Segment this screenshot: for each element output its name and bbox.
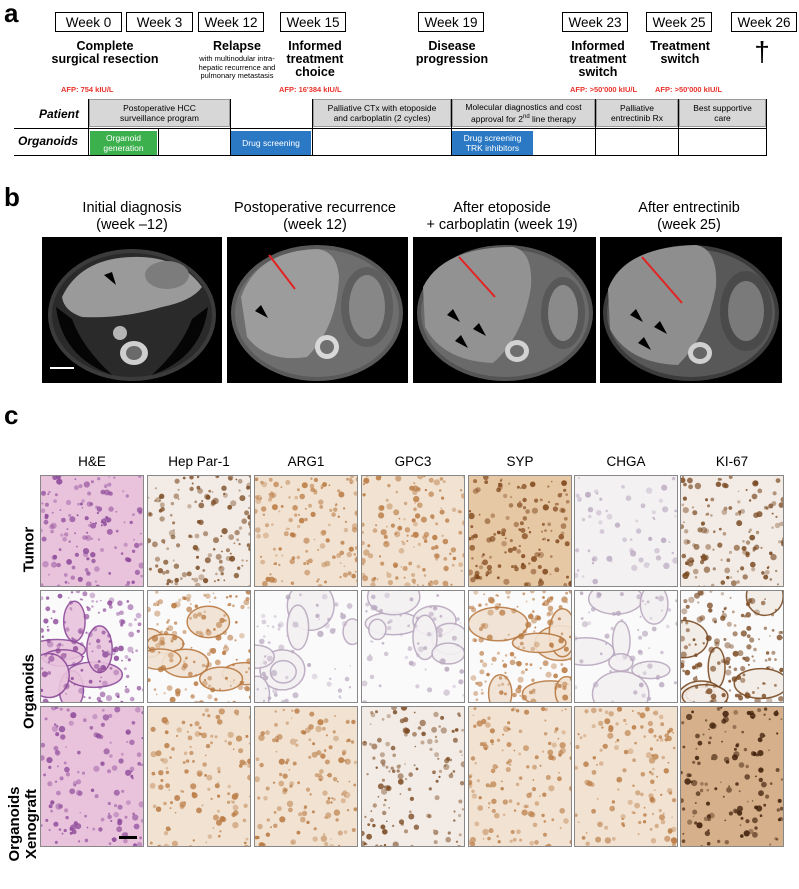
ihc-row-label-xenograft: Organoids Xenograft <box>6 759 40 889</box>
ct-title-etoposide-text: After etoposide + carboplatin (week 19) <box>426 200 577 233</box>
event-treatment-switch-text: Treatment switch <box>650 39 710 66</box>
week-box-2: Week 12 <box>198 12 264 32</box>
patient-box-molecular: Molecular diagnostics and cost approval … <box>452 99 595 127</box>
ihc-tile-gpc3-row0 <box>361 475 465 587</box>
patient-box-surveillance-text: Postoperative HCC surveillance program <box>120 103 199 123</box>
ct-title-initial-text: Initial diagnosis (week –12) <box>82 200 181 233</box>
ct-scan-initial <box>42 237 222 383</box>
event-treatment-switch-informed: Informed treatment switch <box>562 40 634 79</box>
afp-week25: AFP: >50'000 kIU/L <box>655 85 722 94</box>
event-treatment-switch: Treatment switch <box>644 40 716 66</box>
timeline-tick-w26 <box>766 99 767 156</box>
organoid-box-generation-text: Organoid generation <box>103 133 143 153</box>
organoid-box-screening-text: Drug screening <box>242 138 300 148</box>
ct-title-initial: Initial diagnosis (week –12) <box>42 200 222 234</box>
panel-b-letter: b <box>4 184 20 210</box>
patient-box-chemo: Palliative CTx with etoposide and carbop… <box>313 99 451 127</box>
afp-week0: AFP: 754 kIU/L <box>61 85 114 94</box>
patient-box-chemo-text: Palliative CTx with etoposide and carbop… <box>328 103 437 123</box>
death-cross: † <box>744 38 780 66</box>
ihc-row-label-xenograft-text: Organoids Xenograft <box>6 787 40 862</box>
ihc-tile-h-e-row1 <box>40 590 144 703</box>
ihc-tile-h-e-row0 <box>40 475 144 587</box>
afp-week15: AFP: 16'384 kIU/L <box>279 85 342 94</box>
ihc-column-header-1: Hep Par-1 <box>147 454 251 470</box>
patient-box-entrectinib: Palliative entrectinib Rx <box>596 99 678 127</box>
event-progression: Disease progression <box>412 40 492 66</box>
row-label-organoids: Organoids <box>18 134 78 148</box>
organoid-box-trk-text: Drug screening TRK inhibitors <box>464 133 522 153</box>
week-box-6: Week 25 <box>646 12 712 32</box>
ihc-tile-chga-row1 <box>574 590 678 703</box>
ct-title-entrectinib-text: After entrectinib (week 25) <box>638 200 740 233</box>
timeline-divider <box>14 128 766 129</box>
ihc-row-label-tumor: Tumor <box>21 505 38 595</box>
timeline-bottom <box>14 155 766 156</box>
ihc-column-header-3: GPC3 <box>361 454 465 470</box>
ihc-tile-h-e-row2 <box>40 706 144 847</box>
ihc-tile-gpc3-row2 <box>361 706 465 847</box>
week-box-3: Week 15 <box>280 12 346 32</box>
organoid-box-screening: Drug screening <box>231 131 311 155</box>
ihc-row-label-tumor-text: Tumor <box>21 527 38 573</box>
timeline-tick-w3 <box>158 129 159 156</box>
ihc-column-header-0: H&E <box>40 454 144 470</box>
ihc-column-header-6: KI-67 <box>680 454 784 470</box>
patient-box-supportive-text: Best supportive care <box>693 103 752 123</box>
ihc-tile-ki-67-row1 <box>680 590 784 703</box>
patient-box-supportive: Best supportive care <box>679 99 766 127</box>
ihc-tile-hep-par-1-row2 <box>147 706 251 847</box>
event-resection-text: Complete surgical resection <box>52 39 159 66</box>
ihc-tile-syp-row2 <box>468 706 572 847</box>
ihc-row-label-organoids-text: Organoids <box>21 654 38 729</box>
ihc-column-header-2: ARG1 <box>254 454 358 470</box>
ihc-tile-gpc3-row1 <box>361 590 465 703</box>
event-resection: Complete surgical resection <box>50 40 160 66</box>
ct-scan-recurrence <box>227 237 408 383</box>
death-cross-glyph: † <box>754 36 770 67</box>
ct-scan-etoposide <box>413 237 596 383</box>
ihc-tile-ki-67-row0 <box>680 475 784 587</box>
organoid-box-generation: Organoid generation <box>90 131 157 155</box>
patient-box-surveillance: Postoperative HCC surveillance program <box>89 99 230 127</box>
panel-a-letter: a <box>4 0 18 26</box>
event-relapse-text: Relapse <box>213 39 261 53</box>
ihc-tile-arg1-row2 <box>254 706 358 847</box>
ihc-tile-hep-par-1-row1 <box>147 590 251 703</box>
ihc-tile-ki-67-row2 <box>680 706 784 847</box>
event-informed-choice: Informed treatment choice <box>280 40 350 79</box>
ct-title-recurrence-text: Postoperative recurrence (week 12) <box>234 200 396 233</box>
event-progression-text: Disease progression <box>416 39 488 66</box>
afp-week23: AFP: >50'000 kIU/L <box>570 85 637 94</box>
event-informed-switch-text: Informed treatment switch <box>570 39 627 79</box>
ihc-tile-chga-row2 <box>574 706 678 847</box>
ihc-column-header-5: CHGA <box>574 454 678 470</box>
ihc-tile-syp-row1 <box>468 590 572 703</box>
week-box-5: Week 23 <box>562 12 628 32</box>
ihc-column-header-4: SYP <box>468 454 572 470</box>
ct-title-recurrence: Postoperative recurrence (week 12) <box>222 200 408 234</box>
row-label-patient: Patient <box>39 107 79 121</box>
ihc-tile-arg1-row1 <box>254 590 358 703</box>
patient-box-molecular-text: Molecular diagnostics and cost approval … <box>465 102 581 124</box>
ihc-tile-arg1-row0 <box>254 475 358 587</box>
event-relapse-sub-text: with multinodular intra- hepatic recurre… <box>199 54 276 80</box>
ct-scan-entrectinib <box>600 237 782 383</box>
week-box-1: Week 3 <box>126 12 193 32</box>
ihc-tile-chga-row0 <box>574 475 678 587</box>
event-relapse-sub: with multinodular intra- hepatic recurre… <box>180 55 294 81</box>
ihc-row-label-organoids: Organoids <box>21 637 38 747</box>
ihc-tile-hep-par-1-row0 <box>147 475 251 587</box>
event-informed-choice-text: Informed treatment choice <box>287 39 344 79</box>
patient-box-entrectinib-text: Palliative entrectinib Rx <box>611 103 663 123</box>
ct-title-etoposide: After etoposide + carboplatin (week 19) <box>408 200 596 234</box>
week-box-0: Week 0 <box>55 12 122 32</box>
panel-c-letter: c <box>4 402 18 428</box>
ihc-tile-syp-row0 <box>468 475 572 587</box>
week-box-7: Week 26 <box>731 12 797 32</box>
organoid-box-trk: Drug screening TRK inhibitors <box>452 131 533 155</box>
ct-title-entrectinib: After entrectinib (week 25) <box>596 200 782 234</box>
week-box-4: Week 19 <box>418 12 484 32</box>
event-relapse: Relapse <box>204 40 270 53</box>
